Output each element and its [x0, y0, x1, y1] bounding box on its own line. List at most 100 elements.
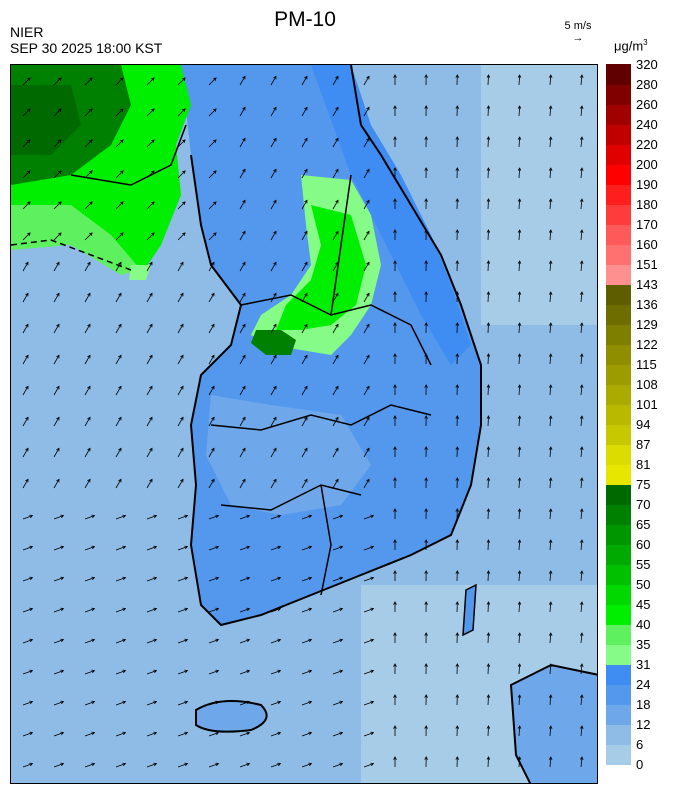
wind-arrow-head [29, 607, 34, 612]
wind-arrow-head [370, 638, 375, 643]
wind-arrow [239, 608, 250, 613]
wind-arrow-head [304, 447, 308, 452]
wind-arrow [580, 602, 583, 613]
wind-arrow [208, 701, 219, 706]
wind-arrow-head [579, 539, 584, 543]
wind-arrow-head [213, 108, 217, 112]
colorbar [606, 64, 631, 765]
wind-arrow [53, 386, 60, 396]
wind-arrow-head [486, 384, 491, 388]
wind-arrow [146, 546, 157, 551]
colorbar-segment [606, 644, 631, 665]
wind-arrow [84, 639, 95, 644]
wind-arrow [115, 417, 122, 427]
wind-arrow [22, 417, 29, 427]
wind-arrow [208, 417, 215, 427]
wind-arrow [487, 74, 489, 86]
wind-arrow-head [25, 416, 29, 421]
colorbar-segment [606, 364, 631, 385]
wind-arrow [22, 515, 33, 520]
wind-arrow-head [58, 139, 62, 143]
wind-arrow [177, 670, 188, 675]
colorbar-segment [606, 724, 631, 745]
wind-arrow-head [548, 415, 553, 419]
wind-arrow [301, 670, 312, 675]
wind-arrow [115, 608, 126, 613]
wind-arrow-head [149, 416, 153, 421]
wind-arrow-head [335, 478, 339, 483]
wind-arrow-head [308, 514, 313, 519]
wind-arrow-head [548, 756, 553, 760]
colorbar-segment [606, 204, 631, 225]
colorbar-tick-label: 81 [636, 457, 651, 472]
wind-arrow [270, 76, 277, 86]
wind-arrow-head [89, 232, 93, 236]
wind-arrow-head [277, 762, 282, 767]
wind-arrow-head [122, 576, 127, 581]
wind-arrow-head [27, 77, 31, 81]
wind-arrow-head [60, 762, 65, 767]
wind-arrow [363, 138, 370, 148]
wind-arrow-head [29, 669, 34, 674]
wind-arrow [363, 76, 370, 86]
wind-arrow-head [393, 291, 397, 295]
wind-arrow [518, 477, 521, 489]
wind-arrow-head [486, 291, 491, 295]
wind-arrow-head [242, 199, 246, 204]
wind-arrow-head [424, 415, 428, 419]
wind-arrow [301, 386, 308, 396]
wind-arrow-head [339, 638, 344, 643]
wind-arrow [177, 324, 184, 334]
wind-arrow-head [213, 77, 217, 81]
wind-arrow-head [308, 576, 313, 581]
wind-arrow [549, 168, 552, 179]
wind-arrow [549, 230, 552, 241]
wind-arrow-head [27, 139, 31, 143]
wind-arrow-head [122, 762, 127, 767]
wind-arrow [208, 546, 219, 551]
colorbar-segment [606, 404, 631, 425]
wind-arrow-head [118, 416, 122, 421]
wind-arrow-head [335, 323, 339, 328]
wind-arrow-head [517, 756, 522, 760]
wind-arrow-head [579, 725, 584, 729]
wind-arrow-head [242, 385, 246, 390]
wind-arrow-head [87, 478, 91, 483]
wind-arrow [363, 670, 374, 675]
wind-arrow [53, 201, 62, 210]
wind-arrow-head [273, 199, 277, 204]
wind-arrow [518, 136, 521, 148]
wind-arrow [332, 763, 343, 768]
wind-arrow [208, 732, 219, 737]
wind-arrow-head [393, 508, 397, 512]
wind-arrow [487, 725, 489, 737]
wind-arrow-head [455, 105, 460, 109]
wind-arrow [332, 608, 343, 613]
unit-exponent: 3 [643, 38, 648, 47]
wind-arrow [177, 139, 186, 148]
east-sea-low-zone [481, 65, 597, 325]
wind-arrow [239, 386, 246, 396]
wind-arrow [549, 695, 552, 706]
wind-arrow-head [120, 139, 124, 143]
wind-arrow-head [517, 136, 522, 140]
wind-arrow-head [366, 137, 370, 142]
wind-arrow-head [122, 669, 127, 674]
wind-arrow [301, 169, 308, 179]
wind-arrow [301, 262, 308, 272]
wind-arrow-head [486, 136, 491, 140]
wind-arrow [146, 763, 157, 768]
pm10-map[interactable] [10, 64, 598, 784]
province-boundary-south [220, 484, 362, 511]
wind-arrow [580, 385, 583, 396]
wind-arrow-head [366, 385, 370, 390]
wind-arrow-head [211, 292, 215, 297]
colorbar-tick-label: 260 [636, 97, 658, 112]
wind-arrow [270, 417, 277, 427]
wind-arrow [22, 201, 31, 210]
colorbar-segment [606, 244, 631, 265]
wind-arrow [22, 670, 33, 675]
wind-arrow [270, 515, 281, 520]
wind-arrow [146, 77, 155, 86]
wind-arrow-head [118, 354, 122, 359]
